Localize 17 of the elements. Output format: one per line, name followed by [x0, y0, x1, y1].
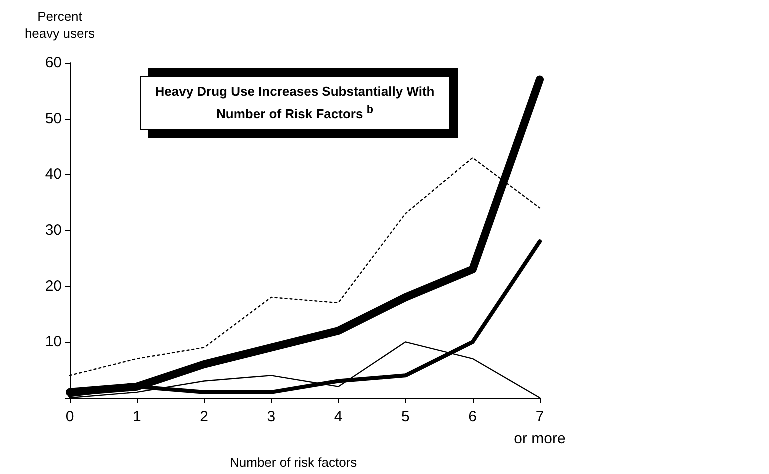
text: Heavy Drug Use Increases Substantially With Number of Risk Factors $^{b}$: [140, 76, 450, 130]
y-axis-title: Percent heavy users: [24, 8, 96, 42]
y-tick-label: 60: [45, 54, 62, 72]
x-tick-label: 1: [132, 408, 142, 426]
y-tick-label: 40: [45, 166, 62, 184]
y-tick-label: 30: [45, 222, 62, 239]
x-tick-label: 2: [200, 408, 208, 426]
x-tick-label: 6: [468, 408, 478, 426]
x-axis-title: Number of risk factors: [230, 455, 358, 470]
x-tick-label: 0: [66, 408, 74, 426]
y-tick-label: 50: [45, 110, 62, 128]
x-tick-label: 4: [334, 408, 343, 426]
y-tick-label: 10: [45, 334, 62, 351]
y-tick-label: 20: [45, 278, 62, 295]
x-tick-label: 5: [402, 408, 410, 426]
x-tick-label: 3: [267, 408, 276, 426]
x-tick-label: 7 or more: [514, 408, 566, 448]
